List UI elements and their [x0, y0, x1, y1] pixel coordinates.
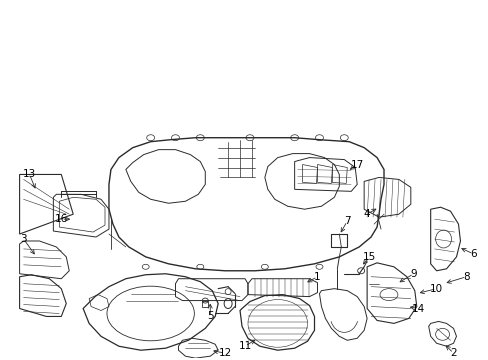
- Text: 1: 1: [313, 272, 320, 282]
- Text: 13: 13: [23, 170, 36, 180]
- Text: 3: 3: [20, 234, 27, 244]
- Text: 6: 6: [469, 249, 476, 259]
- Text: 4: 4: [363, 209, 370, 219]
- Text: 14: 14: [411, 303, 425, 314]
- Text: 15: 15: [362, 252, 375, 262]
- Text: 5: 5: [206, 311, 213, 321]
- Text: 7: 7: [343, 216, 350, 226]
- Text: 9: 9: [409, 269, 416, 279]
- Text: 10: 10: [429, 284, 442, 294]
- Text: 12: 12: [218, 348, 231, 358]
- Text: 8: 8: [462, 272, 469, 282]
- Text: 11: 11: [238, 341, 251, 351]
- Text: 2: 2: [449, 348, 456, 358]
- Text: 16: 16: [55, 214, 68, 224]
- Text: 17: 17: [350, 159, 363, 170]
